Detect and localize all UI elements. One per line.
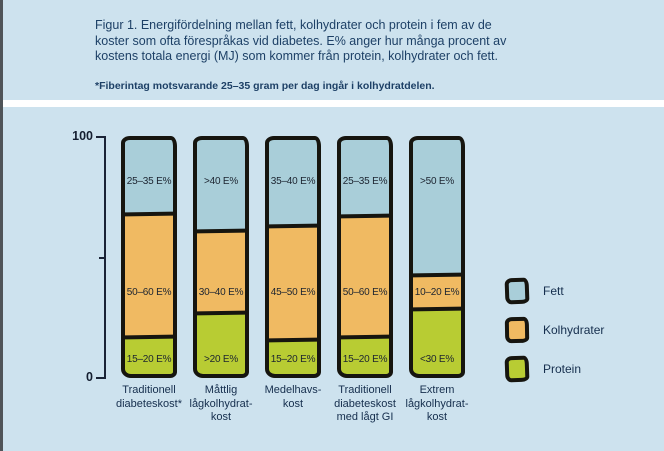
segment-protein — [413, 309, 461, 374]
segment-fat — [269, 140, 317, 227]
segment-label: >40 E% — [203, 176, 239, 187]
bar-4: 25–35 E% 50–60 E% 15–20 E% — [337, 136, 393, 378]
figure-caption-panel: Figur 1. Energifördelning mellan fett, k… — [3, 0, 664, 100]
bar-1: 25–35 E% 50–60 E% 15–20 E% — [121, 136, 177, 378]
legend-swatch-fat — [504, 277, 530, 305]
legend-row-fat: Fett — [504, 277, 604, 305]
segment-fat — [197, 140, 245, 231]
segment-label: 25–35 E% — [126, 176, 172, 187]
segment-fat — [413, 140, 461, 276]
segment-label: 10–20 E% — [414, 287, 460, 298]
legend-label: Kolhydrater — [543, 323, 605, 337]
legend-swatch-carbs — [504, 316, 530, 344]
segment-protein — [125, 337, 173, 374]
segment-label: 15–20 E% — [126, 354, 172, 365]
y-axis-max-label: 100 — [72, 129, 93, 143]
category-label: Traditionell diabeteskost med lågt GI — [334, 384, 396, 423]
segment-label: 15–20 E% — [270, 354, 316, 365]
y-axis-line — [104, 136, 106, 379]
category-label: Extrem lågkolhydrat- kost — [405, 384, 469, 423]
segment-label: 35–40 E% — [270, 176, 316, 187]
segment-label: 50–60 E% — [126, 287, 172, 298]
segment-carbs — [341, 216, 389, 338]
chart-panel: 100 0 25–35 E% 50–60 E% 15–20 E% >40 E% 30–4… — [3, 107, 664, 451]
y-axis-tick-100 — [96, 136, 105, 138]
legend-row-protein: Protein — [504, 355, 604, 383]
legend-label: Protein — [543, 362, 582, 376]
figure-footnote: *Fiberintag motsvarande 25–35 gram per d… — [95, 80, 435, 92]
legend: Fett Kolhydrater Protein — [504, 277, 605, 383]
segment-fat — [125, 140, 173, 215]
segment-label: 45–50 E% — [270, 287, 316, 298]
segment-protein — [197, 312, 245, 374]
segment-label: <30 E% — [419, 354, 455, 365]
segment-label: 15–20 E% — [342, 354, 388, 365]
segment-label: 50–60 E% — [342, 287, 388, 298]
segment-carbs — [197, 230, 245, 313]
legend-row-carbs: Kolhydrater — [504, 316, 605, 344]
segment-carbs — [413, 275, 461, 310]
y-axis-tick-0 — [96, 377, 105, 379]
segment-label: >20 E% — [203, 354, 239, 365]
category-label: Traditionell diabeteskost* — [115, 384, 183, 410]
segment-separator — [197, 310, 245, 316]
segment-carbs — [269, 226, 317, 341]
segment-carbs — [125, 214, 173, 338]
segment-protein — [341, 337, 389, 374]
bar-2: >40 E% 30–40 E% >20 E% — [193, 136, 249, 378]
figure-title: Figur 1. Energifördelning mellan fett, k… — [95, 18, 507, 63]
category-label: Medelhavs- kost — [264, 384, 322, 410]
segment-label: 25–35 E% — [342, 176, 388, 187]
legend-label: Fett — [543, 284, 564, 298]
segment-protein — [269, 340, 317, 374]
y-axis-tick-50 — [99, 257, 105, 259]
bar-3: 35–40 E% 45–50 E% 15–20 E% — [265, 136, 321, 378]
bar-5: >50 E% 10–20 E% <30 E% — [409, 136, 465, 378]
y-axis-min-label: 0 — [86, 370, 93, 384]
category-label: Måttlig lågkolhydrat- kost — [189, 384, 253, 423]
segment-label: 30–40 E% — [198, 287, 244, 298]
segment-separator — [197, 228, 245, 234]
segment-label: >50 E% — [419, 176, 455, 187]
legend-swatch-protein — [504, 355, 530, 383]
segment-fat — [341, 140, 389, 217]
